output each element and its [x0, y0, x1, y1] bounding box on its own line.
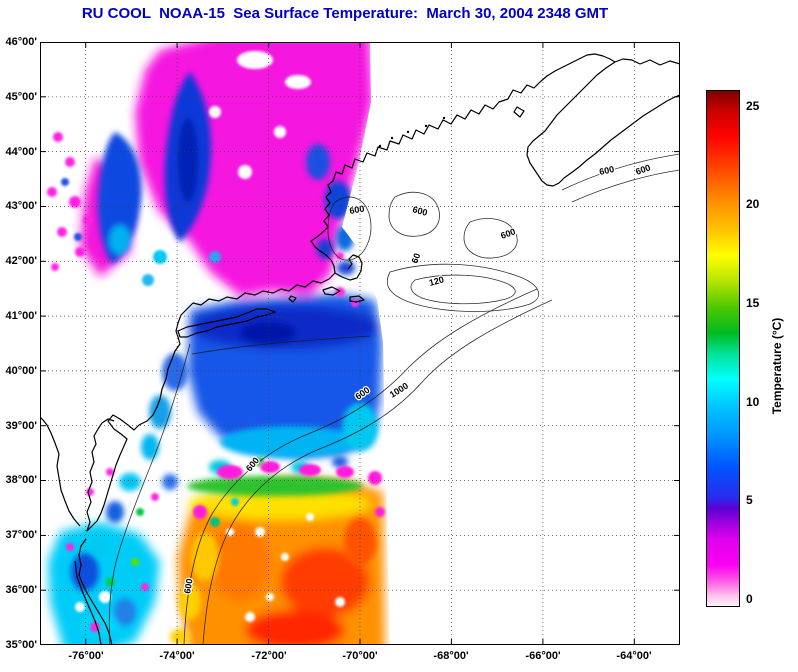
figure-title: RU COOL NOAA-15 Sea Surface Temperature:… [81, 5, 609, 22]
lat-tick-label: 46°00' [5, 36, 38, 48]
grid-lines [40, 42, 680, 645]
colorbar-gradient [707, 91, 739, 606]
sst-raster [47, 42, 680, 645]
lat-tick-label: 45°00' [5, 91, 38, 103]
swath-edge-mask [342, 42, 680, 645]
sst-map-canvas: 600 600 600 60 120 600 600 600 1000 600 … [40, 42, 680, 645]
colorbar-tick: 25 [746, 99, 760, 113]
lat-tick-label: 35°00' [5, 639, 38, 651]
colorbar-tick: 0 [746, 592, 753, 606]
lat-tick-label: 42°00' [5, 255, 38, 267]
lon-tick-label: -66°00' [525, 650, 561, 662]
contour-label: 600 [598, 164, 615, 177]
colorbar-tick: 5 [746, 493, 753, 507]
contour-labels: 600 600 600 60 120 600 600 600 1000 600 … [181, 161, 653, 596]
lon-tick-label: -70°00' [342, 650, 378, 662]
colorbar-axis-label: Temperature (°C) [770, 317, 784, 415]
lat-tick-label: 43°00' [5, 200, 38, 212]
lat-tick-label: 36°00' [5, 584, 38, 596]
lon-tick-label: -68°00' [433, 650, 469, 662]
colorbar-tick: 10 [746, 395, 760, 409]
contour-label: 600 [411, 204, 428, 218]
map-plot: 600 600 600 60 120 600 600 600 1000 600 … [40, 42, 680, 645]
lat-tick-label: 37°00' [5, 529, 38, 541]
plot-frame [40, 42, 680, 645]
lat-tick-label: 41°00' [5, 310, 38, 322]
bathymetry-contours [108, 153, 680, 645]
lon-tick-label: -64°00' [616, 650, 652, 662]
lon-tick-label: -74°00' [159, 650, 195, 662]
colorbar-tick: 15 [746, 296, 760, 310]
colorbar [706, 90, 740, 607]
lat-tick-label: 38°00' [5, 474, 38, 486]
lon-tick-label: -76°00' [68, 650, 104, 662]
lat-tick-label: 39°00' [5, 420, 38, 432]
coastline [40, 53, 680, 645]
lat-tick-label: 44°00' [5, 146, 38, 158]
lon-tick-label: -72°00' [251, 650, 287, 662]
contour-label: 600 [182, 578, 194, 595]
colorbar-tick: 20 [746, 197, 760, 211]
lat-tick-label: 40°00' [5, 365, 38, 377]
